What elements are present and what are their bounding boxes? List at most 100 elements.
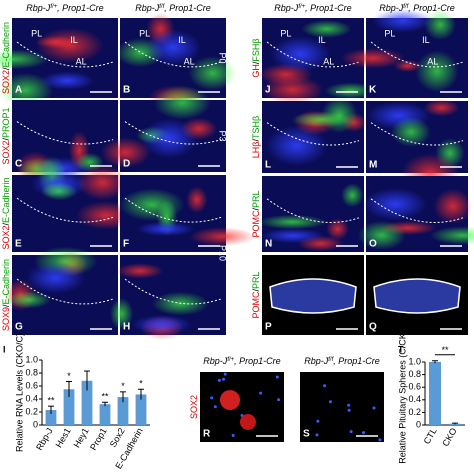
signal [257, 214, 327, 230]
bar [429, 362, 441, 425]
stain-part: PROP1 [1, 107, 11, 138]
x-tick-label: CKO [440, 426, 458, 448]
signal [35, 35, 76, 49]
nucleus [217, 378, 221, 382]
stain-part: FSHβ [251, 38, 261, 61]
region-label: IL [178, 35, 186, 45]
region-label: IL [318, 35, 326, 45]
stain-part: SOX9 [1, 307, 11, 331]
stain-label: SOX9/E-Cadherin [1, 259, 11, 331]
signal [424, 9, 456, 41]
nucleus [222, 377, 226, 381]
signal [131, 314, 192, 334]
signal [423, 99, 460, 117]
signal [100, 137, 151, 168]
signal [41, 182, 78, 201]
stain-part: PRL [251, 271, 261, 289]
bar [117, 397, 129, 425]
signal [145, 29, 201, 66]
nucleus [210, 396, 214, 400]
y-tick-label: 1.0 [25, 354, 38, 364]
panel-letter: O [369, 239, 377, 250]
tissue-outline [269, 278, 357, 314]
nucleus [378, 438, 382, 442]
signal [269, 36, 331, 73]
gene: Rbp-J [379, 3, 404, 13]
signal [116, 263, 164, 279]
nucleus [361, 431, 365, 435]
boundary [124, 197, 222, 223]
allele: f/f [403, 4, 409, 10]
signal [371, 9, 434, 33]
driver: , Prop1-Cre [305, 3, 352, 13]
allele: f/+ [50, 4, 57, 10]
stain-part: E-Cadherin [1, 177, 11, 223]
boundary [16, 197, 114, 223]
column-header: Rbp-Jf/+, Prop1-Cre [26, 3, 103, 13]
signal [261, 75, 324, 105]
chart-letter: I [3, 344, 6, 354]
bar [63, 389, 75, 425]
region-label: PL [31, 28, 42, 38]
region-label: PL [384, 28, 395, 38]
boundary [124, 278, 222, 305]
nucleus [347, 408, 351, 412]
region-label: AL [184, 56, 195, 66]
driver: , Prop1-Cre [57, 3, 104, 13]
y-tick-label: 0.8 [408, 369, 421, 379]
allele: f/+ [298, 4, 305, 10]
bar [81, 380, 93, 425]
nucleus [349, 430, 353, 434]
signal [6, 291, 51, 309]
panel-letter: M [369, 160, 377, 171]
stain-part: / [251, 289, 261, 292]
panel-letter: G [15, 322, 23, 333]
panel-letter: S [303, 429, 310, 440]
signal [325, 218, 350, 240]
region-label: AL [427, 56, 438, 66]
time-label: P3 [218, 130, 228, 141]
stain-part: GH [251, 64, 261, 78]
gene: Rbp-J [135, 3, 160, 13]
panel-letter: K [369, 85, 377, 96]
stain-part: / [1, 138, 11, 141]
y-tick-label: 1.0 [408, 356, 421, 366]
signal [362, 187, 428, 221]
panel-letter: D [123, 159, 130, 170]
stain-label: SOX2 [189, 395, 199, 419]
signal [340, 47, 406, 69]
boundary [124, 121, 222, 145]
signal [180, 117, 217, 140]
nucleus [372, 406, 376, 410]
nucleus [275, 375, 279, 379]
stain-part: POMC [251, 291, 261, 319]
stain-part: TSHβ [251, 116, 261, 139]
sphere [220, 390, 240, 410]
signal [136, 221, 195, 237]
column-header: Rbp-Jf/f, Prop1-Cre [304, 356, 380, 366]
boundary [16, 41, 114, 68]
y-tick-label: 0.4 [25, 393, 38, 403]
bar [99, 404, 111, 425]
y-tick-label: 0 [416, 419, 421, 429]
nucleus [213, 405, 217, 409]
panel-letter: L [265, 160, 271, 171]
gene: Rbp-J [26, 3, 51, 13]
stain-label: GH/FSHβ [251, 38, 261, 77]
nucleus [347, 403, 351, 407]
signal [26, 261, 86, 294]
stain-part: / [1, 304, 11, 307]
nucleus [277, 398, 281, 402]
stain-label: SOX2/E-Cadherin [1, 22, 11, 94]
signal [341, 183, 364, 208]
y-tick-label: 0.2 [408, 407, 421, 417]
signal [391, 116, 431, 148]
panel-letter: R [203, 429, 211, 440]
stain-part: PRL [251, 190, 261, 208]
micrograph [200, 372, 284, 442]
y-tick-label: 0.2 [25, 406, 38, 416]
allele: f/f [328, 357, 334, 363]
driver: , Prop1-Cre [333, 356, 380, 366]
stain-label: SOX2/E-Cadherin [1, 177, 11, 249]
